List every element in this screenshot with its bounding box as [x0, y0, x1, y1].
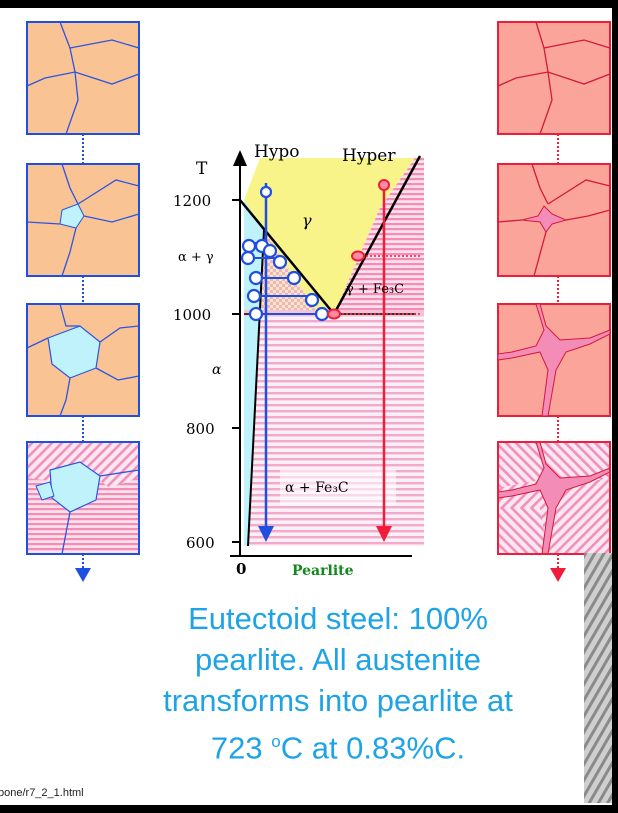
- ferrite-region: [244, 200, 264, 546]
- phase-diagram-figure: Hypo Hyper T 1200 1000 800 600 0 Pearlit…: [26, 21, 611, 582]
- hyper-header: Hyper: [342, 146, 396, 166]
- x-origin-label: 0: [236, 560, 246, 578]
- label-gamma: γ: [302, 211, 312, 230]
- y-tick-600: 600: [186, 534, 215, 552]
- caption-line-2: pearlite. All austenite: [194, 642, 482, 677]
- austenite-region: [244, 158, 415, 314]
- hypo-header: Hypo: [254, 142, 300, 162]
- caption: Eutectoid steel: 100% pearlite. All aust…: [88, 598, 588, 768]
- pearlite-micrograph: [584, 553, 612, 803]
- axis-label-T: T: [196, 159, 208, 179]
- url-fragment: bone/r7_2_1.html: [0, 787, 84, 799]
- degree-symbol: o: [271, 732, 281, 751]
- label-alpha-plus-gamma: α + γ: [178, 250, 214, 265]
- label-alpha-plus-fe3c: α + Fe₃C: [285, 480, 349, 496]
- caption-temp-rest: C at 0.83%C.: [280, 730, 466, 766]
- hypo-grain-2: [26, 163, 140, 277]
- x-axis-label-pearlite: Pearlite: [292, 563, 354, 579]
- hyper-grain-2: [497, 163, 611, 277]
- arrow-down-icon: [75, 568, 91, 582]
- caption-temp: 723: [210, 730, 272, 766]
- y-tick-1000: 1000: [173, 306, 211, 324]
- hypo-grain-1: [26, 21, 140, 135]
- hyper-microstructure-column: [497, 21, 611, 582]
- caption-line-4: 723 oC at 0.83%C.: [88, 721, 588, 768]
- y-tick-1200: 1200: [173, 192, 211, 210]
- y-tick-800: 800: [186, 420, 215, 438]
- caption-line-3: transforms into pearlite at: [163, 683, 513, 718]
- hypo-grain-3: [26, 303, 140, 417]
- hyper-grain-4: [497, 441, 611, 555]
- arrow-down-icon: [550, 568, 566, 582]
- caption-line-1: Eutectoid steel: 100%: [188, 601, 488, 636]
- hyper-grain-3: [497, 303, 611, 417]
- hyper-grain-1: [497, 21, 611, 135]
- hypo-microstructure-column: [26, 21, 140, 582]
- label-alpha: α: [212, 362, 222, 378]
- hypo-grain-4: [26, 441, 140, 555]
- phase-diagram: Hypo Hyper T 1200 1000 800 600 0 Pearlit…: [173, 142, 424, 579]
- label-gamma-plus-fe3c: γ + Fe₃C: [346, 282, 404, 297]
- content-panel: Hypo Hyper T 1200 1000 800 600 0 Pearlit…: [0, 8, 612, 805]
